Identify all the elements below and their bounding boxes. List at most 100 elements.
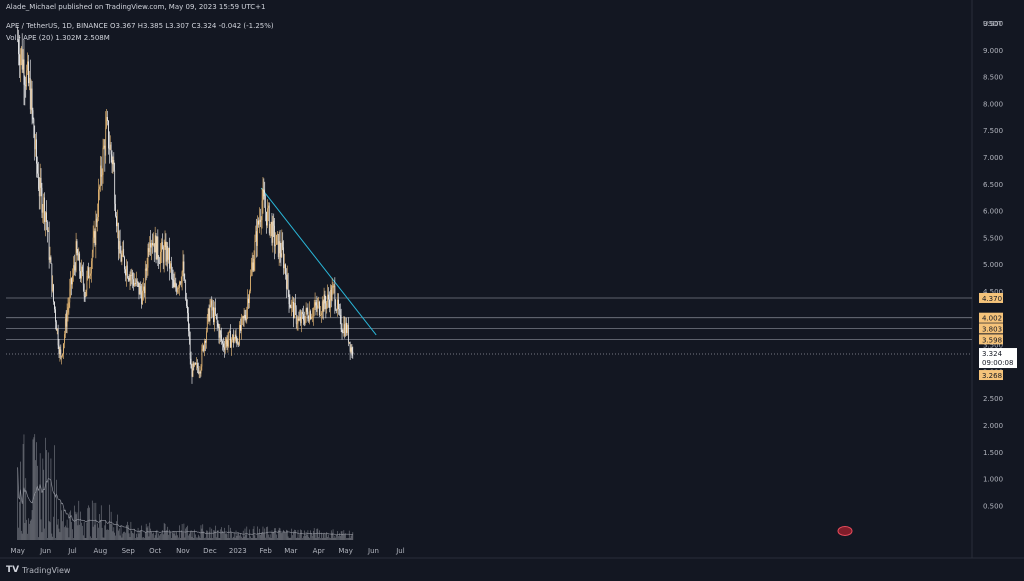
volume-bar: [144, 537, 145, 540]
candle-body: [309, 311, 311, 322]
volume-bar: [329, 537, 330, 540]
volume-bar: [140, 530, 142, 540]
candle-body: [240, 325, 241, 331]
volume-bar: [39, 453, 41, 540]
x-tick-label: Dec: [203, 547, 217, 555]
candle-body: [36, 139, 37, 164]
volume-bar: [314, 534, 316, 540]
candle-body: [52, 284, 54, 291]
volume-bar: [182, 532, 184, 540]
candle-body: [18, 39, 19, 55]
volume-bar: [113, 527, 115, 540]
candle-body: [208, 308, 210, 321]
volume-bar: [199, 538, 201, 540]
candle-body: [288, 290, 290, 305]
candle-body: [126, 265, 127, 276]
candle-body: [299, 316, 301, 321]
volume-bar: [190, 530, 192, 540]
candle-body: [182, 261, 184, 272]
volume-bar: [294, 529, 295, 540]
candle-body: [161, 242, 162, 252]
candle-body: [35, 139, 37, 150]
candle-body: [164, 241, 166, 247]
volume-bar: [84, 538, 86, 540]
candle-body: [170, 263, 172, 271]
volume-legend[interactable]: Vol · APE (20) 1.302M 2.508M: [6, 34, 110, 42]
volume-bar: [57, 519, 59, 540]
candle-body: [142, 290, 143, 305]
volume-bar: [135, 533, 137, 540]
candle-body: [42, 209, 44, 213]
volume-bar: [337, 531, 338, 540]
candle-body: [145, 268, 147, 271]
volume-bar: [23, 434, 25, 540]
volume-bar: [272, 532, 274, 540]
candle-body: [65, 318, 67, 327]
candle-body: [221, 334, 222, 342]
symbol-name[interactable]: APE / TetherUS, 1D, BINANCE: [6, 22, 108, 30]
candle-body: [267, 208, 268, 226]
volume-bar: [157, 537, 159, 540]
volume-bar: [64, 527, 65, 540]
candle-body: [255, 231, 257, 241]
y-tick-label: 6.500: [983, 181, 1003, 189]
volume-bar: [284, 531, 285, 540]
candle-body: [297, 318, 299, 324]
volume-bar: [207, 538, 209, 540]
y-tick-label: 0.500: [983, 502, 1003, 510]
volume-bar: [198, 536, 200, 540]
volume-bar: [346, 538, 347, 540]
volume-bar: [162, 534, 164, 540]
candle-body: [349, 341, 351, 352]
volume-bar: [125, 532, 126, 540]
volume-bar: [184, 537, 186, 540]
candle-body: [69, 288, 71, 303]
volume-bar: [126, 521, 128, 540]
candle-body: [110, 144, 112, 155]
volume-bar: [120, 525, 122, 540]
volume-bar: [56, 524, 58, 540]
candle-body: [46, 221, 48, 232]
volume-bar: [211, 528, 213, 540]
volume-bar: [109, 504, 110, 540]
candle-body: [198, 372, 200, 374]
candle-body: [78, 253, 80, 261]
candle-body: [108, 148, 110, 150]
volume-bar: [311, 533, 312, 540]
volume-bar: [214, 530, 215, 540]
volume-bar: [330, 538, 331, 540]
volume-bar: [122, 533, 124, 540]
candle-body: [40, 177, 42, 188]
candle-body: [304, 316, 306, 324]
volume-bar: [59, 532, 61, 540]
volume-bar: [265, 537, 266, 540]
candle-body: [25, 85, 27, 87]
candle-body: [306, 308, 308, 312]
volume-bar: [295, 530, 296, 540]
volume-bar: [180, 538, 181, 540]
candle-body: [95, 218, 97, 245]
candle-body: [285, 274, 287, 289]
candle-body: [82, 272, 84, 286]
candle-body: [282, 241, 284, 248]
candle-body: [343, 324, 345, 333]
candle-body: [169, 247, 170, 269]
candle-body: [293, 301, 294, 319]
candle-body: [206, 331, 207, 343]
volume-bar: [220, 529, 222, 540]
candle-body: [44, 197, 45, 222]
volume-bar: [344, 534, 346, 540]
candle-body: [260, 219, 262, 223]
volume-bar: [237, 533, 239, 540]
candle-body: [137, 281, 139, 283]
candle-body: [295, 307, 297, 324]
volume-bar: [246, 526, 248, 540]
candle-body: [202, 345, 204, 349]
volume-bar: [33, 437, 35, 540]
volume-bar: [111, 524, 113, 540]
volume-bar: [41, 532, 43, 540]
candle-body: [284, 264, 285, 269]
volume-bar: [325, 534, 327, 540]
candle-body: [259, 219, 260, 225]
